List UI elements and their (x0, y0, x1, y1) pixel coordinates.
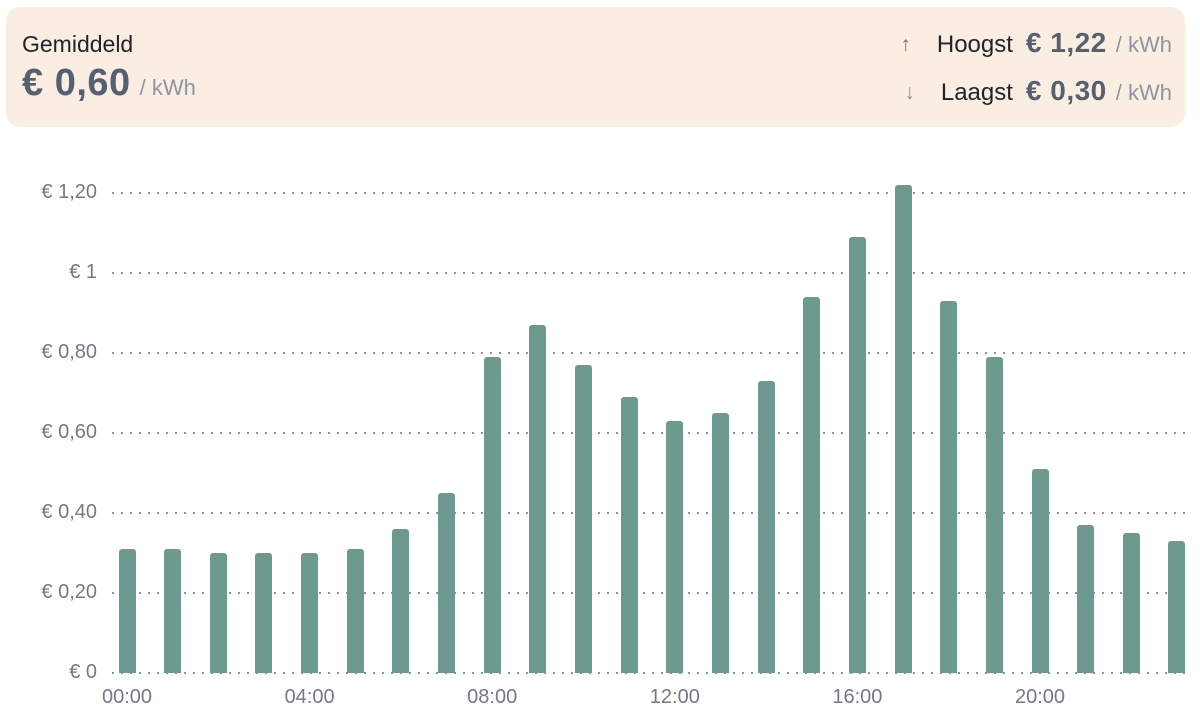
bar-03:00[interactable] (255, 553, 273, 673)
bar-02:00[interactable] (209, 553, 227, 673)
lowest-unit: / kWh (1115, 80, 1172, 105)
y-axis-tick-label: € 0,80 (41, 341, 97, 363)
bar-12:00[interactable] (666, 421, 684, 673)
average-block: Gemiddeld € 0,60 / kWh (22, 7, 196, 127)
gridline (112, 592, 1192, 594)
bar-18:00[interactable] (940, 301, 958, 673)
lowest-label: Laagst (940, 79, 1013, 106)
bar-17:00[interactable] (894, 185, 912, 673)
gridline (112, 512, 1192, 514)
y-axis-tick-label: € 0 (69, 661, 97, 683)
y-axis-tick-label: € 1 (69, 261, 97, 283)
bar-06:00[interactable] (392, 529, 410, 673)
lowest-value: € 0,30 (1025, 75, 1107, 106)
bar-15:00[interactable] (803, 297, 821, 673)
highest-unit: / kWh (1115, 32, 1172, 57)
bar-14:00[interactable] (757, 381, 775, 673)
price-summary-panel: Gemiddeld € 0,60 / kWh ↑ Hoogst € 1,22 /… (6, 7, 1185, 127)
bar-11:00[interactable] (620, 397, 638, 673)
bar-05:00[interactable] (346, 549, 364, 673)
arrow-down-icon: ↓ (904, 81, 915, 104)
average-value-row: € 0,60 / kWh (22, 62, 196, 105)
highest-row: ↑ Hoogst € 1,22 / kWh (900, 27, 1172, 59)
x-axis-tick-label: 00:00 (101, 686, 153, 708)
arrow-up-icon: ↑ (900, 33, 911, 56)
y-axis-tick-label: € 0,60 (41, 421, 97, 443)
average-unit: / kWh (139, 75, 196, 100)
x-axis-tick-label: 04:00 (284, 686, 335, 708)
bar-08:00[interactable] (483, 357, 501, 673)
bar-23:00[interactable] (1168, 541, 1186, 673)
bar-22:00[interactable] (1122, 533, 1140, 673)
gridline (112, 192, 1192, 194)
y-axis-tick-label: € 0,40 (41, 501, 97, 523)
highest-label: Hoogst (936, 31, 1013, 58)
bar-00:00[interactable] (118, 549, 136, 673)
bar-21:00[interactable] (1077, 525, 1095, 673)
bar-01:00[interactable] (164, 549, 182, 673)
x-axis-tick-label: 08:00 (467, 686, 518, 708)
gridline (112, 272, 1192, 274)
average-value: € 0,60 (22, 62, 131, 104)
bar-09:00[interactable] (529, 325, 547, 673)
y-axis-tick-label: € 0,20 (41, 581, 97, 603)
gridline (112, 432, 1192, 434)
bar-04:00[interactable] (301, 553, 319, 673)
x-axis-tick-label: 20:00 (1014, 686, 1066, 708)
lowest-row: ↓ Laagst € 0,30 / kWh (904, 75, 1172, 107)
x-axis-tick-label: 16:00 (832, 686, 883, 708)
bar-13:00[interactable] (711, 413, 729, 673)
highest-value: € 1,22 (1025, 27, 1107, 58)
gridline (112, 352, 1192, 354)
gridline (112, 672, 1192, 674)
average-label: Gemiddeld (22, 31, 134, 57)
x-axis-tick-label: 12:00 (649, 686, 700, 708)
bar-20:00[interactable] (1031, 469, 1049, 673)
bar-16:00[interactable] (848, 237, 866, 673)
bar-07:00[interactable] (438, 493, 456, 673)
bar-19:00[interactable] (985, 357, 1003, 673)
bar-10:00[interactable] (575, 365, 592, 673)
extremes-block: ↑ Hoogst € 1,22 / kWh ↓ Laagst € 0,30 / … (900, 7, 1172, 127)
y-axis-tick-label: € 1,20 (41, 181, 97, 203)
